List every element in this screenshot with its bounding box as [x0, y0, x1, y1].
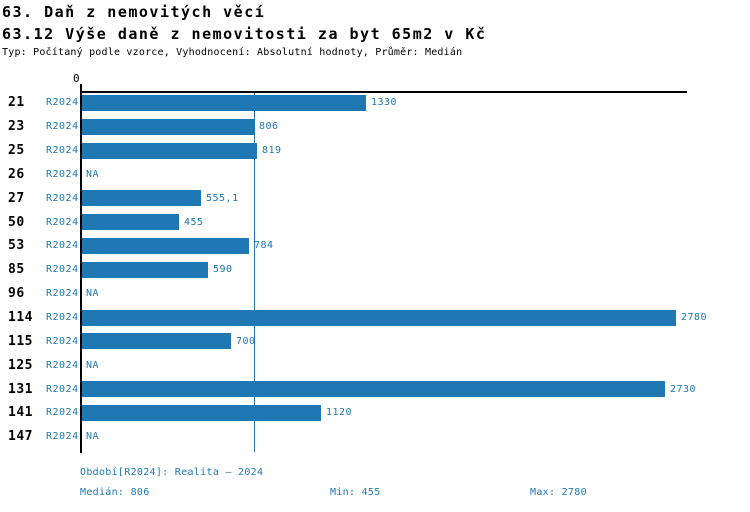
- x-axis-line: [80, 91, 687, 93]
- chart-row: 21 R2024 1330: [0, 91, 750, 115]
- chart-row: 147 R2024 NA: [0, 425, 750, 449]
- row-territory-code: 53: [8, 238, 25, 254]
- row-territory-code: 21: [8, 95, 25, 111]
- value-bar: [82, 238, 249, 255]
- report-subtitle: 63.12 Výše daně z nemovitosti za byt 65m…: [2, 25, 487, 43]
- chart-row: 23 R2024 806: [0, 115, 750, 139]
- footer-min-stat: Min: 455: [330, 487, 381, 498]
- value-bar: [82, 118, 254, 135]
- row-value-label: 1120: [326, 407, 353, 419]
- row-value-label: 555,1: [206, 192, 239, 204]
- row-period-label: R2024: [46, 192, 79, 204]
- row-period-label: R2024: [46, 407, 79, 419]
- row-period-label: R2024: [46, 359, 79, 371]
- row-period-label: R2024: [46, 288, 79, 300]
- chart-row: 141 R2024 1120: [0, 401, 750, 425]
- row-territory-code: 115: [8, 333, 33, 349]
- row-na-label: NA: [86, 431, 100, 443]
- row-na-label: NA: [86, 168, 100, 180]
- row-value-label: 455: [184, 216, 204, 228]
- row-period-label: R2024: [46, 97, 79, 109]
- chart-rows: 21 R2024 1330 23 R2024 806 25 R2024 819 26 R2024 NA…: [0, 91, 750, 449]
- row-territory-code: 114: [8, 310, 33, 326]
- footer-median-stat: Medián: 806: [80, 487, 150, 498]
- row-value-label: 819: [262, 145, 282, 157]
- value-bar: [82, 261, 208, 278]
- row-period-label: R2024: [46, 431, 79, 443]
- footer-period-label: Období[R2024]: Realita – 2024: [80, 467, 264, 478]
- report-title: 63. Daň z nemovitých věcí: [2, 3, 266, 21]
- row-territory-code: 96: [8, 286, 25, 302]
- median-reference-line: [254, 93, 255, 452]
- chart-row: 53 R2024 784: [0, 234, 750, 258]
- row-territory-code: 131: [8, 381, 33, 397]
- row-territory-code: 23: [8, 119, 25, 135]
- value-bar: [82, 190, 201, 207]
- row-period-label: R2024: [46, 383, 79, 395]
- row-territory-code: 26: [8, 166, 25, 182]
- row-territory-code: 147: [8, 429, 33, 445]
- row-territory-code: 27: [8, 190, 25, 206]
- value-bar: [82, 214, 179, 231]
- chart-row: 26 R2024 NA: [0, 163, 750, 187]
- row-na-label: NA: [86, 359, 100, 371]
- row-value-label: 1330: [371, 97, 398, 109]
- row-period-label: R2024: [46, 145, 79, 157]
- row-period-label: R2024: [46, 264, 79, 276]
- chart-row: 85 R2024 590: [0, 258, 750, 282]
- value-bar: [82, 95, 366, 111]
- chart-row: 25 R2024 819: [0, 139, 750, 163]
- chart-row: 27 R2024 555,1: [0, 186, 750, 210]
- row-value-label: 2780: [681, 312, 708, 324]
- value-bar: [82, 333, 231, 350]
- row-territory-code: 25: [8, 143, 25, 159]
- chart-row: 114 R2024 2780: [0, 306, 750, 330]
- value-bar: [82, 404, 321, 421]
- row-territory-code: 85: [8, 262, 25, 278]
- chart-row: 125 R2024 NA: [0, 353, 750, 377]
- row-na-label: NA: [86, 288, 100, 300]
- row-value-label: 806: [259, 121, 279, 133]
- value-bar: [82, 309, 676, 326]
- row-territory-code: 50: [8, 214, 25, 230]
- x-axis-zero-tick-label: 0: [73, 72, 80, 85]
- row-period-label: R2024: [46, 168, 79, 180]
- chart-row: 96 R2024 NA: [0, 282, 750, 306]
- row-territory-code: 125: [8, 357, 33, 373]
- chart-row: 115 R2024 700: [0, 329, 750, 353]
- row-period-label: R2024: [46, 216, 79, 228]
- y-axis-line: [80, 84, 82, 453]
- row-value-label: 700: [236, 335, 256, 347]
- row-period-label: R2024: [46, 312, 79, 324]
- chart-row: 131 R2024 2730: [0, 377, 750, 401]
- row-value-label: 784: [254, 240, 274, 252]
- row-period-label: R2024: [46, 240, 79, 252]
- chart-row: 50 R2024 455: [0, 210, 750, 234]
- row-value-label: 590: [213, 264, 233, 276]
- row-period-label: R2024: [46, 121, 79, 133]
- value-bar: [82, 381, 665, 398]
- footer-max-stat: Max: 2780: [530, 487, 587, 498]
- row-value-label: 2730: [670, 383, 697, 395]
- report-meta-line: Typ: Počítaný podle vzorce, Vyhodnocení:…: [2, 47, 463, 58]
- tax-report-chart: 63. Daň z nemovitých věcí 63.12 Výše dan…: [0, 3, 750, 453]
- row-territory-code: 141: [8, 405, 33, 421]
- value-bar: [82, 142, 257, 159]
- row-period-label: R2024: [46, 335, 79, 347]
